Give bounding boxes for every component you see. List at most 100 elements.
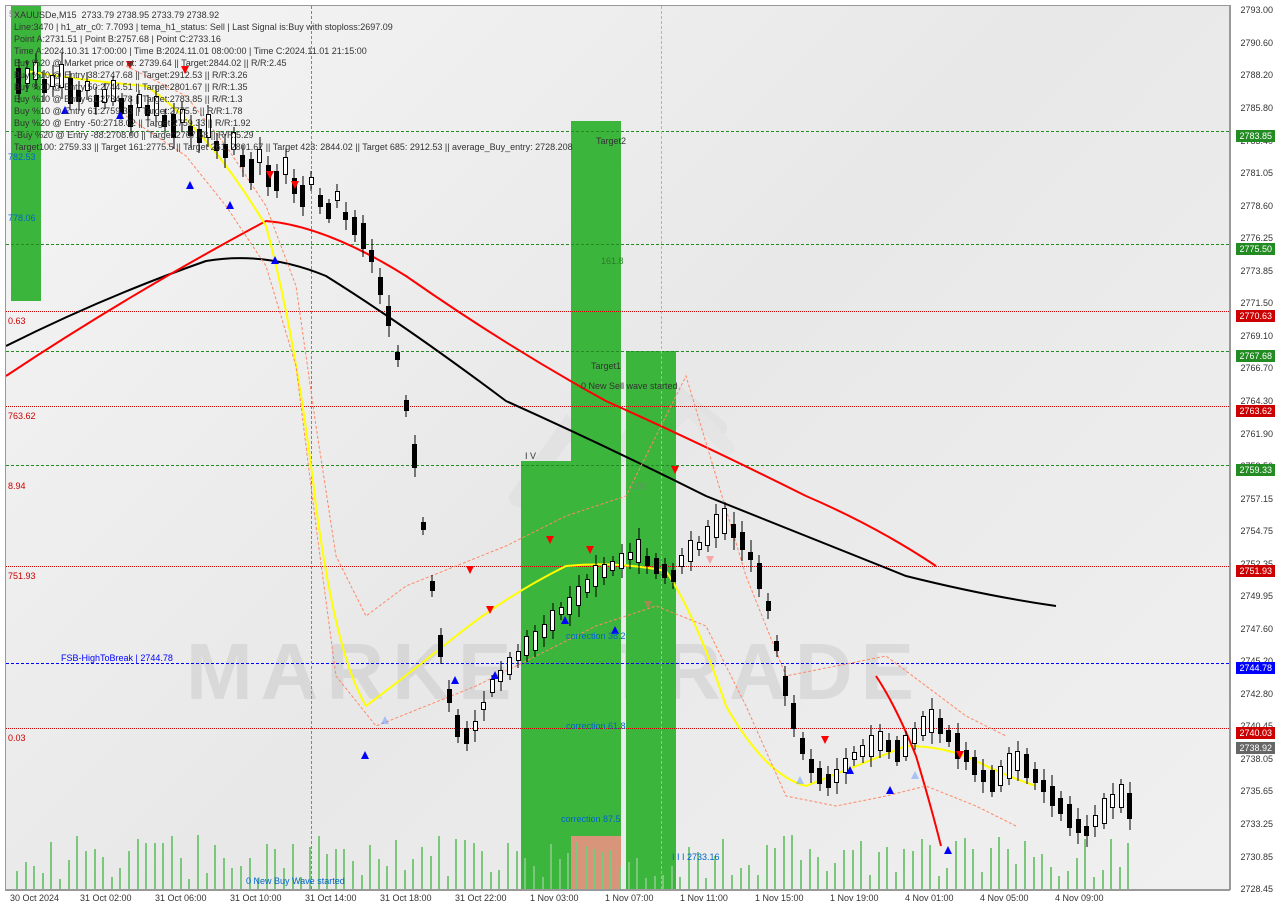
volume-bar	[895, 872, 897, 889]
candlestick	[826, 766, 831, 796]
candlestick	[1041, 769, 1046, 803]
volume-bar	[533, 866, 535, 889]
candlestick	[352, 210, 357, 241]
volume-bar	[843, 850, 845, 889]
hline-label: 778.06	[8, 213, 36, 223]
candlestick	[714, 504, 719, 547]
volume-bar	[800, 860, 802, 889]
candlestick	[964, 742, 969, 770]
candlestick	[903, 731, 908, 761]
volume-bar	[188, 879, 190, 889]
y-tick: 2728.45	[1231, 884, 1273, 894]
volume-bar	[964, 838, 966, 889]
volume-bar	[938, 876, 940, 889]
horizontal-line	[6, 351, 1229, 352]
volume-bar	[180, 858, 182, 889]
horizontal-line	[6, 566, 1229, 567]
fib-zone	[571, 121, 621, 890]
volume-bar	[1024, 841, 1026, 889]
volume-bar	[490, 872, 492, 889]
volume-bar	[1102, 870, 1104, 889]
candlestick	[386, 295, 391, 336]
candlestick	[1110, 783, 1115, 818]
volume-bar	[119, 868, 121, 889]
y-tick: 2776.25	[1231, 233, 1273, 243]
signal-arrow	[186, 181, 194, 189]
volume-bar	[464, 840, 466, 889]
candlestick	[852, 746, 857, 766]
volume-bar	[171, 836, 173, 889]
candlestick	[1024, 748, 1029, 785]
candlestick	[326, 199, 331, 223]
price-label: 2751.93	[1236, 565, 1275, 577]
x-tick: 4 Nov 05:00	[980, 893, 1029, 903]
candlestick	[309, 171, 314, 190]
volume-bar	[369, 845, 371, 889]
volume-bar	[1067, 871, 1069, 889]
volume-bar	[481, 851, 483, 889]
price-label: 2770.63	[1236, 310, 1275, 322]
plot-area[interactable]: MARKET TRADE 161.8Target2Target10 New Se…	[5, 5, 1230, 890]
volume-bar	[585, 846, 587, 889]
info-line-2: Time A:2024.10.31 17:00:00 | Time B:2024…	[14, 45, 573, 57]
x-axis: 30 Oct 202431 Oct 02:0031 Oct 06:0031 Oc…	[5, 890, 1230, 915]
candlestick	[533, 625, 538, 656]
volume-bar	[1015, 864, 1017, 889]
volume-bar	[1093, 877, 1095, 889]
candlestick	[438, 628, 443, 665]
signal-arrow	[586, 546, 594, 554]
chart-info-block: XAUUSDe,M15 2733.79 2738.95 2733.79 2738…	[14, 9, 573, 153]
candlestick	[404, 395, 409, 418]
candlestick	[662, 558, 667, 584]
candlestick	[421, 517, 426, 534]
volume-bar	[766, 845, 768, 889]
volume-bar	[197, 835, 199, 889]
volume-bar	[59, 879, 61, 889]
signal-arrow	[381, 716, 389, 724]
candlestick	[981, 759, 986, 793]
y-tick: 2757.15	[1231, 494, 1273, 504]
volume-bar	[412, 859, 414, 889]
volume-bar	[231, 868, 233, 889]
annotation: 0 New Sell wave started	[581, 381, 678, 391]
candlestick	[455, 709, 460, 744]
signal-arrow	[451, 676, 459, 684]
volume-bar	[395, 840, 397, 889]
volume-bar	[610, 850, 612, 889]
volume-bar	[33, 866, 35, 889]
volume-bar	[145, 843, 147, 889]
volume-bar	[602, 852, 604, 889]
x-tick: 31 Oct 10:00	[230, 893, 282, 903]
x-tick: 31 Oct 22:00	[455, 893, 507, 903]
volume-bar	[1050, 867, 1052, 889]
hline-label: 0.03	[8, 733, 26, 743]
candlestick	[671, 563, 676, 589]
candlestick	[998, 760, 1003, 792]
volume-bar	[68, 860, 70, 889]
candlestick	[783, 666, 788, 706]
candlestick	[636, 528, 641, 573]
hline-label: 782.53	[8, 152, 36, 162]
candlestick	[809, 749, 814, 783]
volume-bar	[94, 849, 96, 889]
candlestick	[1093, 805, 1098, 836]
candlestick	[705, 520, 710, 553]
signal-arrow	[956, 751, 964, 759]
volume-bar	[593, 849, 595, 889]
fib-zone-orange	[571, 836, 621, 890]
candlestick	[473, 710, 478, 742]
candlestick	[740, 521, 745, 562]
x-tick: 1 Nov 19:00	[830, 893, 879, 903]
y-tick: 2761.90	[1231, 429, 1273, 439]
candlestick	[938, 709, 943, 742]
volume-bar	[903, 849, 905, 889]
volume-bar	[1033, 857, 1035, 889]
volume-bar	[774, 848, 776, 889]
volume-bar	[619, 867, 621, 889]
volume-bar	[404, 870, 406, 889]
volume-bar	[542, 877, 544, 889]
volume-bar	[826, 871, 828, 889]
candlestick	[369, 239, 374, 273]
volume-bar	[473, 843, 475, 889]
horizontal-line	[6, 244, 1229, 245]
